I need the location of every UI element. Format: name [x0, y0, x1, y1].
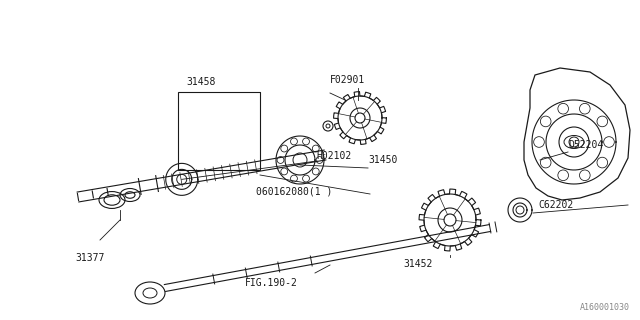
Text: C62202: C62202 [538, 200, 573, 210]
Text: FIG.190-2: FIG.190-2 [244, 278, 298, 288]
Text: F02901: F02901 [330, 75, 365, 85]
Text: D52204: D52204 [568, 140, 604, 150]
Text: 060162080(1 ): 060162080(1 ) [256, 187, 332, 197]
Text: H02102: H02102 [316, 151, 351, 161]
Text: A160001030: A160001030 [580, 303, 630, 312]
Bar [178, 92, 260, 170]
Text: 31377: 31377 [76, 253, 105, 263]
Text: 31452: 31452 [403, 259, 433, 269]
Text: 31450: 31450 [368, 155, 397, 165]
Text: 31458: 31458 [186, 77, 216, 87]
